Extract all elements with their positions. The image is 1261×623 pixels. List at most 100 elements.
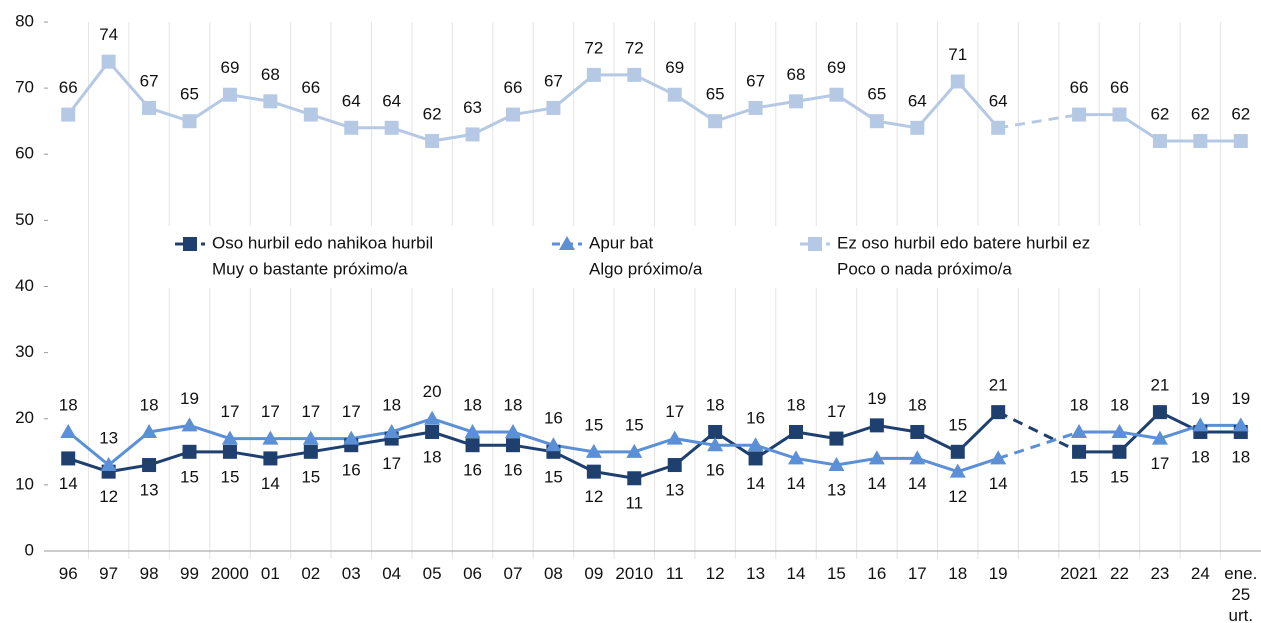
data-label: 18 [706,395,725,414]
data-label: 64 [908,91,927,110]
data-label: 18 [1191,447,1210,466]
marker [627,471,642,486]
marker [627,67,642,82]
x-tick-label: 04 [382,564,402,583]
marker [141,423,158,438]
x-tick-label: 18 [948,564,968,583]
data-label: 21 [989,376,1008,395]
x-tick-label: 23 [1150,564,1170,583]
data-label: 14 [59,474,78,493]
marker [748,100,763,115]
data-label: 20 [423,382,442,401]
marker [1111,423,1128,438]
marker [829,87,844,102]
marker [910,424,925,439]
y-tick-label: 30 [15,342,34,361]
marker [464,423,481,438]
data-label: 13 [99,429,118,448]
marker [559,236,575,250]
marker [869,418,884,433]
data-label: 62 [1150,105,1169,124]
marker [263,94,278,109]
y-tick-label: 40 [15,276,34,295]
x-tick-label: 2010 [615,564,654,583]
data-label: 65 [180,85,199,104]
marker [949,463,966,478]
marker [424,410,441,425]
marker [142,100,157,115]
data-label: 18 [59,395,78,414]
data-label: 65 [867,85,886,104]
data-label: 15 [301,467,320,486]
data-label: 14 [867,474,886,493]
marker [1192,417,1209,432]
data-label: 67 [544,71,563,90]
data-label: 18 [463,395,482,414]
data-label: 66 [504,78,523,97]
data-label: 16 [504,461,523,480]
marker [183,237,197,251]
data-label: 15 [1070,467,1089,486]
data-label: 62 [1231,105,1250,124]
x-tick-label: 14 [786,564,806,583]
data-label: 66 [59,78,78,97]
data-label: 14 [908,474,927,493]
legend-label: Ez oso hurbil edo batere hurbil ez [837,233,1090,252]
marker [950,74,965,89]
marker [990,450,1007,465]
marker [708,424,723,439]
x-tick-label: 08 [543,564,563,583]
y-tick-label: 60 [15,144,34,163]
data-label: 63 [463,98,482,117]
marker [1071,423,1088,438]
data-label: 74 [99,25,118,44]
legend-sublabel: Poco o nada próximo/a [837,259,1012,278]
data-label: 19 [867,389,886,408]
data-label: 69 [665,58,684,77]
marker [586,67,601,82]
data-label: 72 [625,38,644,57]
x-tick-label: 01 [260,564,280,583]
marker [465,438,480,453]
marker [302,430,319,445]
marker [425,134,440,149]
marker [221,430,238,445]
data-label: 17 [301,402,320,421]
legend-label: Oso hurbil edo nahikoa hurbil [212,233,433,252]
data-label: 18 [140,395,159,414]
data-label: 11 [625,494,643,513]
x-tick-label: 17 [907,564,927,583]
x-tick-label: 22 [1110,564,1129,583]
marker [1232,417,1249,432]
marker [868,450,885,465]
data-label: 12 [948,487,967,506]
marker [61,451,76,466]
marker [504,423,521,438]
marker [182,444,197,459]
data-label: 13 [665,481,684,500]
marker [789,424,804,439]
data-label: 16 [746,409,765,428]
marker [707,437,724,452]
data-label: 68 [261,65,280,84]
marker [808,237,822,251]
data-label: 18 [504,395,523,414]
marker [505,438,520,453]
data-label: 15 [584,415,603,434]
data-label: 15 [180,467,199,486]
marker [182,114,197,129]
marker [222,444,237,459]
data-label: 67 [746,71,765,90]
data-label: 71 [948,45,967,64]
gap-connector [997,430,1080,460]
data-label: 66 [1110,78,1129,97]
data-label: 18 [423,447,442,466]
data-label: 17 [665,402,684,421]
marker [1112,444,1127,459]
data-label: 15 [544,467,563,486]
data-label: 15 [625,415,644,434]
data-label: 69 [827,58,846,77]
marker [991,405,1006,420]
data-label: 17 [342,402,361,421]
